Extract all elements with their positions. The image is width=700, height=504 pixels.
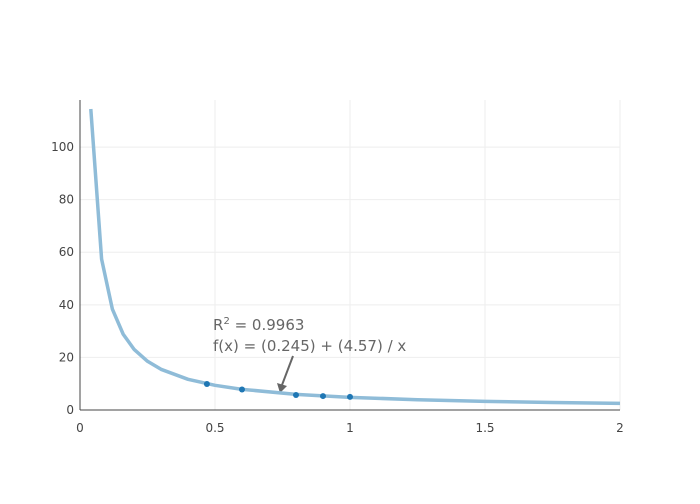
y-tick-label: 60 xyxy=(59,245,74,259)
r-label: R xyxy=(213,316,223,334)
annotation-formula: f(x) = (0.245) + (4.57) / x xyxy=(213,337,406,355)
y-tick-label: 0 xyxy=(66,403,74,417)
y-tick-label: 80 xyxy=(59,193,74,207)
data-point xyxy=(293,392,299,399)
annotation-r2: R2 = 0.9963 xyxy=(213,316,304,334)
x-tick-label: 0.5 xyxy=(205,421,224,435)
y-tick-label: 40 xyxy=(59,298,74,312)
fit-line xyxy=(89,108,621,406)
annotation-arrow xyxy=(281,355,294,386)
x-tick-label: 0 xyxy=(76,421,84,435)
x-tick-label: 1 xyxy=(346,421,354,435)
x-tick-label: 1.5 xyxy=(475,421,494,435)
annotation-arrowhead xyxy=(277,383,287,393)
x-tick-label: 2 xyxy=(616,421,624,435)
r-sup: 2 xyxy=(223,316,229,327)
y-tick-label: 20 xyxy=(59,350,74,364)
data-point xyxy=(320,393,326,400)
r-value: = 0.9963 xyxy=(230,316,305,334)
y-tick-label: 100 xyxy=(51,140,74,154)
data-point xyxy=(347,393,353,400)
data-point xyxy=(239,386,245,393)
data-point xyxy=(203,380,210,387)
